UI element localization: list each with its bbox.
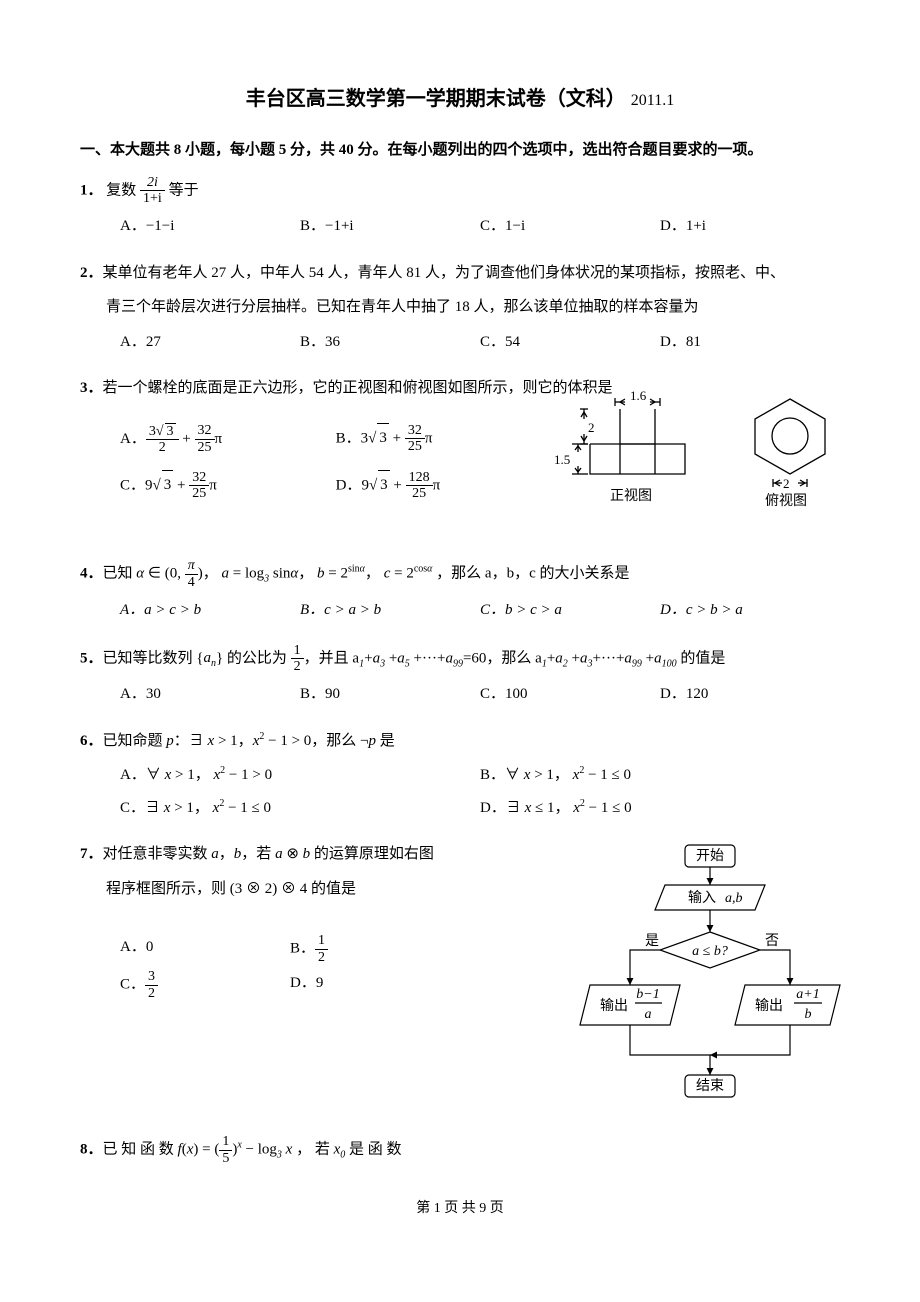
q6-opt-b: B．∀ x > 1， x2 − 1 ≤ 0	[480, 761, 840, 790]
question-6: 6．已知命题 p：∃ x > 1，x2 − 1 > 0，那么 ¬p 是 A．∀ …	[80, 727, 840, 827]
q8-c: 是 函 数	[345, 1142, 401, 1158]
svg-text:a,b: a,b	[725, 891, 743, 906]
q6-opt-d: D．∃ x ≤ 1， x2 − 1 ≤ 0	[480, 794, 840, 823]
q2-line2: 青三个年龄层次进行分层抽样。已知在青年人中抽了 18 人，那么该单位抽取的样本容…	[80, 293, 840, 322]
q3-opt-b: B．3√3 + 3225π	[336, 423, 552, 456]
q2-opt-c: C．54	[480, 328, 660, 357]
q2-line1: 某单位有老年人 27 人，中年人 54 人，青年人 81 人，为了调查他们身体状…	[103, 265, 786, 281]
q3-dim-15: 1.5	[554, 448, 570, 473]
svg-text:开始: 开始	[696, 848, 724, 864]
q2-opt-b: B．36	[300, 328, 480, 357]
q7-num: 7．	[80, 846, 103, 862]
question-3: 3．若一个螺栓的底面是正六边形，它的正视图和俯视图如图所示，则它的体积是 A．3…	[80, 374, 840, 544]
q1-opt-b: B．−1+i	[300, 212, 480, 241]
q1-opt-c: C．1−i	[480, 212, 660, 241]
q5-b: } 的公比为	[216, 650, 287, 666]
q2-opt-a: A．27	[120, 328, 300, 357]
q3-num: 3．	[80, 380, 103, 396]
q7-opt-c: C．32	[120, 969, 290, 1001]
q8-b: ， 若	[296, 1142, 334, 1158]
svg-text:b−1: b−1	[636, 987, 659, 1002]
q1-frac-d: 1+i	[140, 191, 165, 206]
svg-text:否: 否	[765, 934, 779, 949]
q3-dim-2: 2	[588, 416, 595, 441]
q5-e: 的值是	[677, 650, 726, 666]
q1-num: 1．	[80, 182, 103, 198]
q4-stem-a: 已知	[103, 566, 133, 582]
q4-opt-d: D．c > b > a	[660, 596, 840, 625]
q3-opt-a: A．3√32 + 3225π	[120, 423, 336, 456]
svg-text:是: 是	[645, 934, 659, 949]
q1-frac-n: 2i	[140, 175, 165, 191]
svg-text:输入: 输入	[688, 890, 716, 906]
q8-num: 8．	[80, 1142, 103, 1158]
question-7: 7．对任意非零实数 a，b，若 a ⊗ b 的运算原理如右图 程序框图所示，则 …	[80, 840, 840, 1120]
q4-opt-b: B．c > a > b	[300, 596, 480, 625]
q3-opt-c: C．9√3 + 3225π	[120, 470, 336, 502]
q8-a: 已 知 函 数	[103, 1142, 178, 1158]
q3-label-top: 俯视图	[765, 489, 807, 516]
svg-text:b: b	[805, 1007, 812, 1022]
title-main: 丰台区高三数学第一学期期末试卷（文科）	[246, 88, 626, 110]
q5-c: ，并且 a	[304, 650, 359, 666]
q7-opt-a: A．0	[120, 933, 290, 965]
svg-text:a+1: a+1	[796, 987, 819, 1002]
q5-opt-c: C．100	[480, 680, 660, 709]
question-8: 8．已 知 函 数 f(x) = (15)x − log3 x ， 若 x0 是…	[80, 1134, 840, 1166]
q2-opt-d: D．81	[660, 328, 840, 357]
q1-stem-a: 复数	[106, 182, 136, 198]
q5-d: =60，那么 a	[463, 650, 542, 666]
page-title: 丰台区高三数学第一学期期末试卷（文科） 2011.1	[80, 80, 840, 118]
q1-opt-a: A．−1−i	[120, 212, 300, 241]
svg-text:结束: 结束	[696, 1078, 724, 1094]
page-footer: 第 1 页 共 9 页	[80, 1196, 840, 1223]
q7-opt-d: D．9	[290, 969, 460, 1001]
q5-a: 已知等比数列 {	[103, 650, 204, 666]
q6-num: 6．	[80, 733, 103, 749]
svg-text:输出: 输出	[755, 998, 783, 1014]
q4-opt-c: C．b > c > a	[480, 596, 660, 625]
q6-stem: 已知命题 p：∃ x > 1，x2 − 1 > 0，那么 ¬p 是	[103, 733, 395, 749]
q3-label-front: 正视图	[610, 484, 652, 511]
q7-flowchart: 开始 输入 a,b a ≤ b? 是 否 输出 b−1 a 输出 a+1	[570, 840, 850, 1120]
q7-opt-b: B．12	[290, 933, 460, 965]
svg-text:输出: 输出	[600, 998, 628, 1014]
section-header: 一、本大题共 8 小题，每小题 5 分，共 40 分。在每小题列出的四个选项中，…	[80, 136, 840, 165]
q5-opt-d: D．120	[660, 680, 840, 709]
q6-opt-a: A．∀ x > 1， x2 − 1 > 0	[120, 761, 480, 790]
q5-opt-a: A．30	[120, 680, 300, 709]
q3-stem: 若一个螺栓的底面是正六边形，它的正视图和俯视图如图所示，则它的体积是	[103, 380, 613, 396]
q3-opt-d: D．9√3 + 12825π	[336, 470, 552, 502]
svg-text:a: a	[645, 1007, 652, 1022]
q4-stem-b: ，那么 a，b，c 的大小关系是	[436, 566, 629, 582]
title-year: 2011.1	[631, 92, 674, 109]
q5-opt-b: B．90	[300, 680, 480, 709]
question-4: 4．已知 α ∈ (0, π4)， a = log3 sinα， b = 2si…	[80, 558, 840, 628]
question-2: 2．某单位有老年人 27 人，中年人 54 人，青年人 81 人，为了调查他们身…	[80, 259, 840, 361]
q2-num: 2．	[80, 265, 103, 281]
question-1: 1． 复数 2i1+i 等于 A．−1−i B．−1+i C．1−i D．1+i	[80, 175, 840, 245]
q5-num: 5．	[80, 650, 103, 666]
q6-opt-c: C．∃ x > 1， x2 − 1 ≤ 0	[120, 794, 480, 823]
q1-stem-b: 等于	[169, 182, 199, 198]
q4-num: 4．	[80, 566, 103, 582]
question-5: 5．已知等比数列 {an} 的公比为 12，并且 a1+a3 +a5 +···+…	[80, 643, 840, 713]
svg-text:a ≤ b?: a ≤ b?	[692, 944, 728, 959]
q3-dim-top: 1.6	[630, 384, 646, 409]
q1-opt-d: D．1+i	[660, 212, 840, 241]
q7-line1: 对任意非零实数 a，b，若 a ⊗ b 的运算原理如右图	[103, 846, 434, 862]
q4-opt-a: A．a > c > b	[120, 596, 300, 625]
